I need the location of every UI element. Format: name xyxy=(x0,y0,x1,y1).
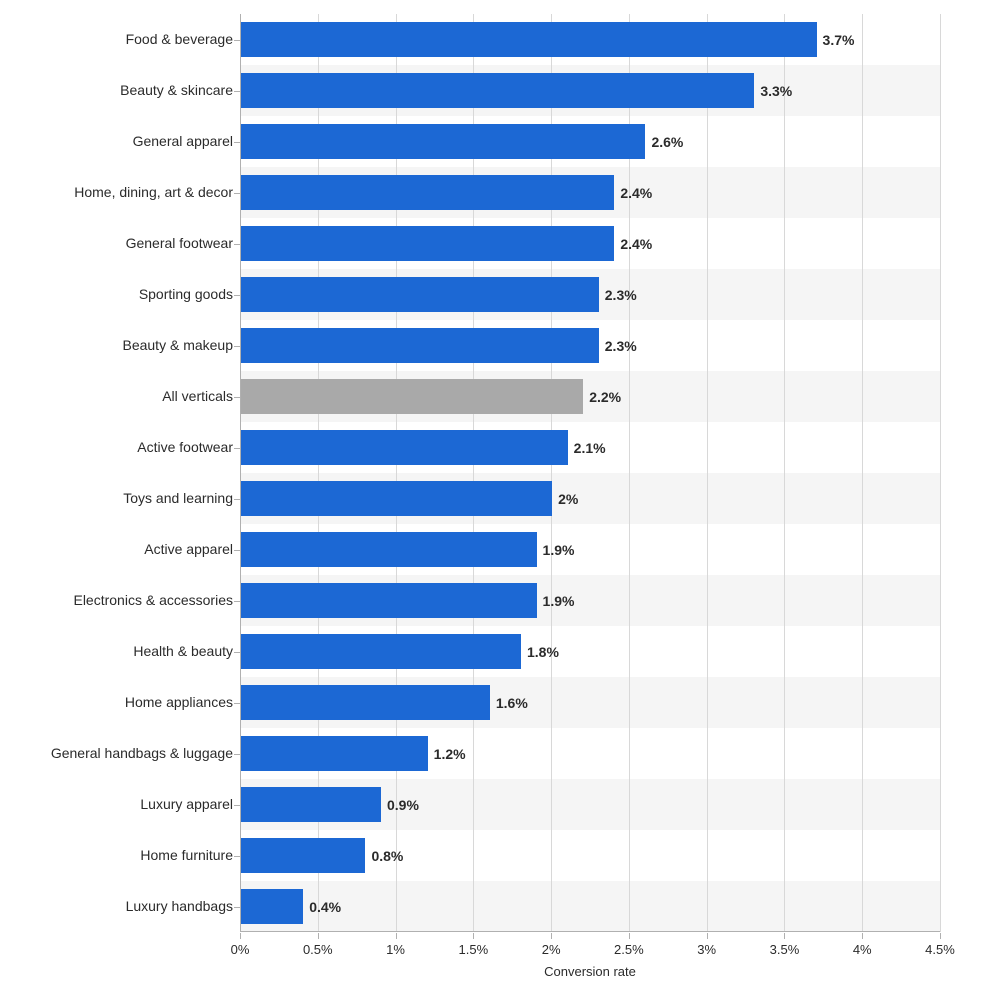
category-label: General footwear xyxy=(3,218,233,269)
bar-row: 2.1% xyxy=(240,422,940,473)
x-tick-label: 1.5% xyxy=(459,942,489,957)
bar-row: 0.8% xyxy=(240,830,940,881)
x-tick xyxy=(784,933,785,939)
bar-row: 3.3% xyxy=(240,65,940,116)
bar-value-label: 0.8% xyxy=(365,848,403,864)
bar xyxy=(241,634,521,669)
bar xyxy=(241,277,599,312)
bar-value-label: 2.6% xyxy=(645,134,683,150)
x-axis-area: Conversion rate 0%0.5%1%1.5%2%2.5%3%3.5%… xyxy=(240,932,940,982)
bar-value-label: 1.8% xyxy=(521,644,559,660)
x-tick xyxy=(473,933,474,939)
bar xyxy=(241,583,537,618)
bar-value-label: 2.2% xyxy=(583,389,621,405)
x-tick xyxy=(551,933,552,939)
bar-value-label: 1.9% xyxy=(537,542,575,558)
bar-value-label: 0.9% xyxy=(381,797,419,813)
bar-row: 0.4% xyxy=(240,881,940,932)
bar-value-label: 2.1% xyxy=(568,440,606,456)
bar xyxy=(241,889,303,924)
bar xyxy=(241,175,614,210)
category-label: Health & beauty xyxy=(3,626,233,677)
bar-row: 1.8% xyxy=(240,626,940,677)
x-tick-label: 2.5% xyxy=(614,942,644,957)
bar-row: 2.4% xyxy=(240,218,940,269)
x-tick-label: 3% xyxy=(697,942,716,957)
bar xyxy=(241,481,552,516)
bar-value-label: 1.2% xyxy=(428,746,466,762)
category-label: Luxury handbags xyxy=(3,881,233,932)
category-label: Home, dining, art & decor xyxy=(3,167,233,218)
category-label: Food & beverage xyxy=(3,14,233,65)
bar-row: 2.3% xyxy=(240,320,940,371)
x-tick xyxy=(629,933,630,939)
chart-container: 3.7% 3.3% 2.6% 2.4% 2.4% 2.3% 2.3% 2.2% 2.1% 2% 1.… xyxy=(0,10,981,989)
bar-row: 1.9% xyxy=(240,524,940,575)
bar xyxy=(241,226,614,261)
x-axis-title: Conversion rate xyxy=(544,964,636,979)
bar-row: 2.3% xyxy=(240,269,940,320)
category-label: All verticals xyxy=(3,371,233,422)
category-label: Toys and learning xyxy=(3,473,233,524)
x-axis-line xyxy=(240,931,940,932)
x-tick-label: 4.5% xyxy=(925,942,955,957)
x-tick xyxy=(396,933,397,939)
bar xyxy=(241,787,381,822)
x-tick-label: 3.5% xyxy=(770,942,800,957)
category-label: Beauty & makeup xyxy=(3,320,233,371)
bar-row: 2.2% xyxy=(240,371,940,422)
bar-value-label: 1.9% xyxy=(537,593,575,609)
category-label: Sporting goods xyxy=(3,269,233,320)
category-label: Beauty & skincare xyxy=(3,65,233,116)
bar-value-label: 2.4% xyxy=(614,185,652,201)
gridline xyxy=(940,14,941,932)
bar-value-label: 2.3% xyxy=(599,287,637,303)
category-label: Home appliances xyxy=(3,677,233,728)
x-tick xyxy=(707,933,708,939)
bar xyxy=(241,685,490,720)
bar-value-label: 3.7% xyxy=(817,32,855,48)
bar-value-label: 2% xyxy=(552,491,578,507)
x-tick-label: 4% xyxy=(853,942,872,957)
bar xyxy=(241,838,365,873)
x-tick-label: 0% xyxy=(231,942,250,957)
category-label: General apparel xyxy=(3,116,233,167)
x-tick xyxy=(240,933,241,939)
bar-row: 1.6% xyxy=(240,677,940,728)
bar xyxy=(241,736,428,771)
bar xyxy=(241,124,645,159)
bar xyxy=(241,379,583,414)
bar-value-label: 2.4% xyxy=(614,236,652,252)
y-axis-line xyxy=(240,14,241,932)
category-label: Electronics & accessories xyxy=(3,575,233,626)
bar-row: 2.6% xyxy=(240,116,940,167)
bar xyxy=(241,430,568,465)
x-tick-label: 1% xyxy=(386,942,405,957)
bar-row: 2% xyxy=(240,473,940,524)
x-tick-label: 2% xyxy=(542,942,561,957)
bar xyxy=(241,328,599,363)
bar-value-label: 2.3% xyxy=(599,338,637,354)
bar-row: 1.2% xyxy=(240,728,940,779)
bar xyxy=(241,22,817,57)
x-tick xyxy=(318,933,319,939)
bar-row: 2.4% xyxy=(240,167,940,218)
bar-row: 3.7% xyxy=(240,14,940,65)
bar-value-label: 0.4% xyxy=(303,899,341,915)
bar-row: 1.9% xyxy=(240,575,940,626)
plot-area: 3.7% 3.3% 2.6% 2.4% 2.4% 2.3% 2.3% 2.2% 2.1% 2% 1.… xyxy=(240,14,940,932)
bar-value-label: 3.3% xyxy=(754,83,792,99)
bar xyxy=(241,73,754,108)
category-label: Luxury apparel xyxy=(3,779,233,830)
x-tick-label: 0.5% xyxy=(303,942,333,957)
bar-value-label: 1.6% xyxy=(490,695,528,711)
category-label: General handbags & luggage xyxy=(3,728,233,779)
bar-row: 0.9% xyxy=(240,779,940,830)
x-tick xyxy=(940,933,941,939)
bar xyxy=(241,532,537,567)
category-label: Active footwear xyxy=(3,422,233,473)
category-label: Home furniture xyxy=(3,830,233,881)
x-tick xyxy=(862,933,863,939)
category-label: Active apparel xyxy=(3,524,233,575)
